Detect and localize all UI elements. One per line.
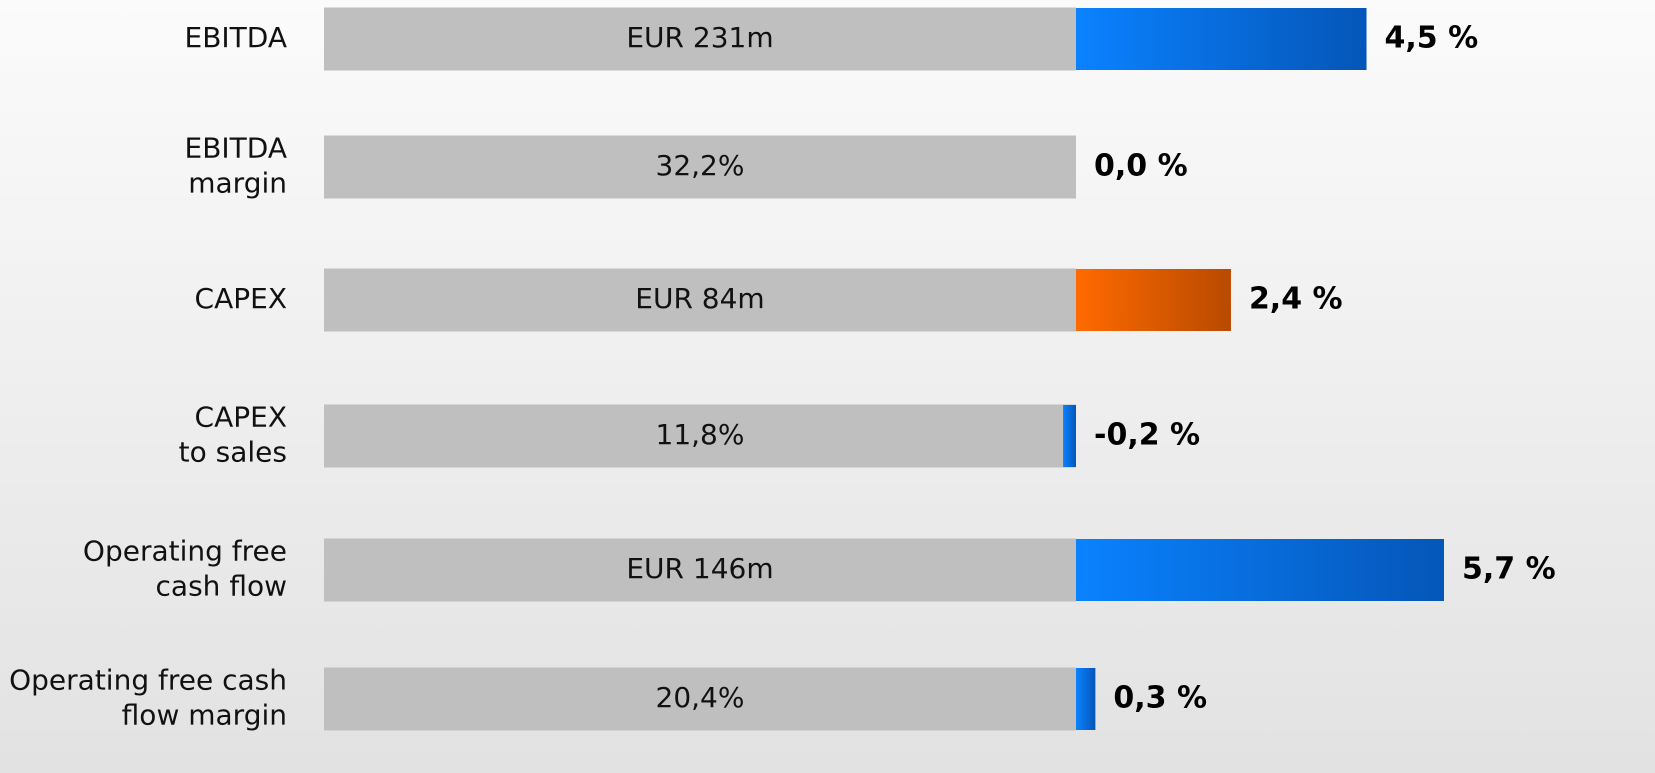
value-label: 2,4 % [1249, 282, 1343, 317]
base-bar [324, 667, 1076, 731]
category-label: Operating free cash flow margin [9, 664, 287, 732]
value-label: 0,0 % [1094, 149, 1188, 184]
category-label: CAPEX to sales [179, 401, 287, 469]
change-bar [1063, 405, 1076, 467]
base-bar [324, 135, 1076, 199]
base-label: EUR 84m [635, 282, 764, 315]
base-label: 32,2% [656, 149, 745, 182]
base-bar [324, 538, 1076, 602]
change-bar [1076, 269, 1231, 331]
value-label: -0,2 % [1094, 418, 1200, 453]
change-bar [1076, 539, 1444, 601]
base-bar [324, 404, 1076, 468]
base-bar [324, 268, 1076, 332]
base-label: EUR 231m [626, 21, 773, 54]
change-bar [1076, 8, 1367, 70]
value-label: 0,3 % [1113, 681, 1207, 716]
value-label: 4,5 % [1385, 21, 1479, 56]
change-bar [1076, 668, 1096, 730]
base-label: EUR 146m [626, 552, 773, 585]
base-label: 11,8% [656, 418, 745, 451]
base-bar [324, 7, 1076, 71]
category-label: CAPEX [195, 282, 287, 315]
base-label: 20,4% [656, 681, 745, 714]
category-label: EBITDA [185, 21, 287, 54]
value-label: 5,7 % [1462, 552, 1556, 587]
category-label: Operating free cash flow [83, 535, 287, 603]
category-label: EBITDA margin [185, 132, 287, 200]
